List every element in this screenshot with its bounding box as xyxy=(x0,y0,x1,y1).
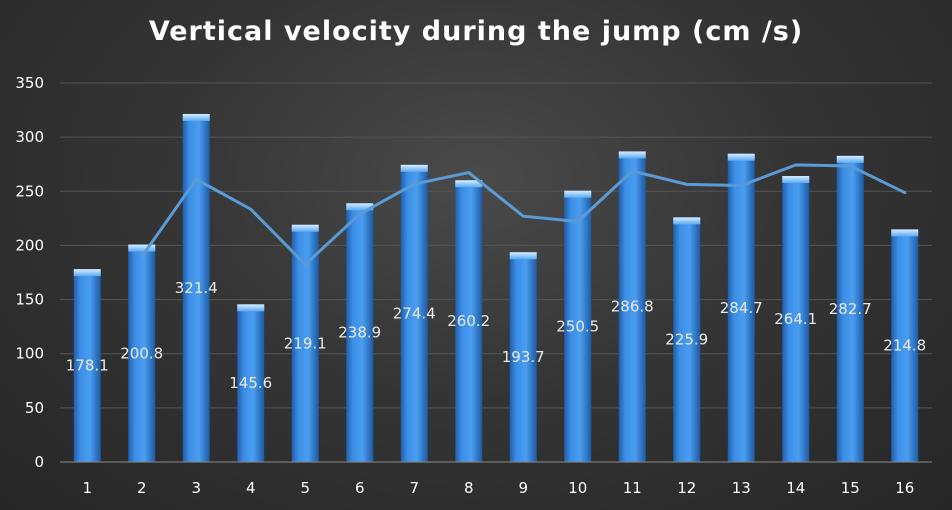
x-tick-label: 11 xyxy=(623,479,642,497)
chart-title: Vertical velocity during the jump (cm /s… xyxy=(148,16,804,47)
bar xyxy=(455,180,483,462)
y-tick-label: 200 xyxy=(15,236,44,254)
bar-cap xyxy=(727,153,755,161)
data-label: 178.1 xyxy=(66,357,109,375)
y-tick-label: 0 xyxy=(34,453,44,471)
bar xyxy=(836,155,864,462)
y-tick-label: 100 xyxy=(15,345,44,363)
trend-line xyxy=(140,163,907,266)
bar xyxy=(564,190,592,462)
x-tick-label: 3 xyxy=(191,479,201,497)
data-labels: 178.1 200.8 321.4 145.6 219.1 238.9 274.4 260.2… xyxy=(66,279,926,392)
x-tick-label: 2 xyxy=(137,479,147,497)
bar-cap xyxy=(182,113,210,121)
bar-cap xyxy=(564,190,592,198)
line-series xyxy=(140,163,907,266)
bar-cap xyxy=(618,151,646,159)
data-label: 284.7 xyxy=(720,299,763,317)
bar xyxy=(782,176,810,462)
bar-cap xyxy=(291,224,319,232)
bar-cap xyxy=(782,176,810,184)
bar-cap xyxy=(673,217,701,225)
y-tick-label: 300 xyxy=(15,128,44,146)
x-tick-label: 14 xyxy=(786,479,805,497)
data-label: 214.8 xyxy=(883,337,926,355)
bar-cap xyxy=(455,180,483,188)
bar-cap xyxy=(509,252,537,260)
x-tick-label: 10 xyxy=(568,479,587,497)
data-label: 250.5 xyxy=(556,317,599,335)
x-tick-label: 8 xyxy=(464,479,474,497)
bar xyxy=(618,151,646,462)
x-tick-label: 5 xyxy=(300,479,310,497)
data-label: 219.1 xyxy=(284,334,327,352)
bar xyxy=(73,269,101,462)
bar xyxy=(237,304,265,462)
x-tick-label: 6 xyxy=(355,479,365,497)
bar xyxy=(727,153,755,462)
x-tick-label: 13 xyxy=(732,479,751,497)
data-label: 200.8 xyxy=(120,344,163,362)
data-label: 225.9 xyxy=(665,331,708,349)
x-tick-label: 7 xyxy=(409,479,419,497)
bar-cap xyxy=(400,164,428,172)
x-tick-label: 15 xyxy=(841,479,860,497)
bar xyxy=(182,113,210,462)
bar-cap xyxy=(237,304,265,312)
data-label: 321.4 xyxy=(175,279,218,297)
bar-cap xyxy=(346,203,374,211)
y-tick-label: 250 xyxy=(15,182,44,200)
bar-cap xyxy=(128,244,156,252)
bar-series xyxy=(73,113,919,463)
data-label: 238.9 xyxy=(338,324,381,342)
x-tick-label: 1 xyxy=(82,479,92,497)
data-label: 264.1 xyxy=(774,310,817,328)
bar-cap xyxy=(836,155,864,163)
y-tick-label: 150 xyxy=(15,291,44,309)
data-label: 286.8 xyxy=(611,298,654,316)
x-tick-label: 9 xyxy=(518,479,528,497)
bar xyxy=(346,203,374,463)
bar xyxy=(891,229,919,462)
y-tick-label: 50 xyxy=(25,399,44,417)
data-label: 193.7 xyxy=(502,348,545,366)
data-label: 260.2 xyxy=(447,312,490,330)
y-tick-label: 350 xyxy=(15,74,44,92)
bar xyxy=(128,244,156,462)
x-tick-label: 4 xyxy=(246,479,256,497)
bar xyxy=(673,217,701,462)
data-label: 282.7 xyxy=(829,300,872,318)
bar-cap xyxy=(73,269,101,277)
x-tick-label: 16 xyxy=(895,479,914,497)
bar-cap xyxy=(891,229,919,237)
data-label: 145.6 xyxy=(229,374,272,392)
data-label: 274.4 xyxy=(393,304,436,322)
x-tick-label: 12 xyxy=(677,479,696,497)
bar xyxy=(509,252,537,462)
bar xyxy=(400,164,428,462)
